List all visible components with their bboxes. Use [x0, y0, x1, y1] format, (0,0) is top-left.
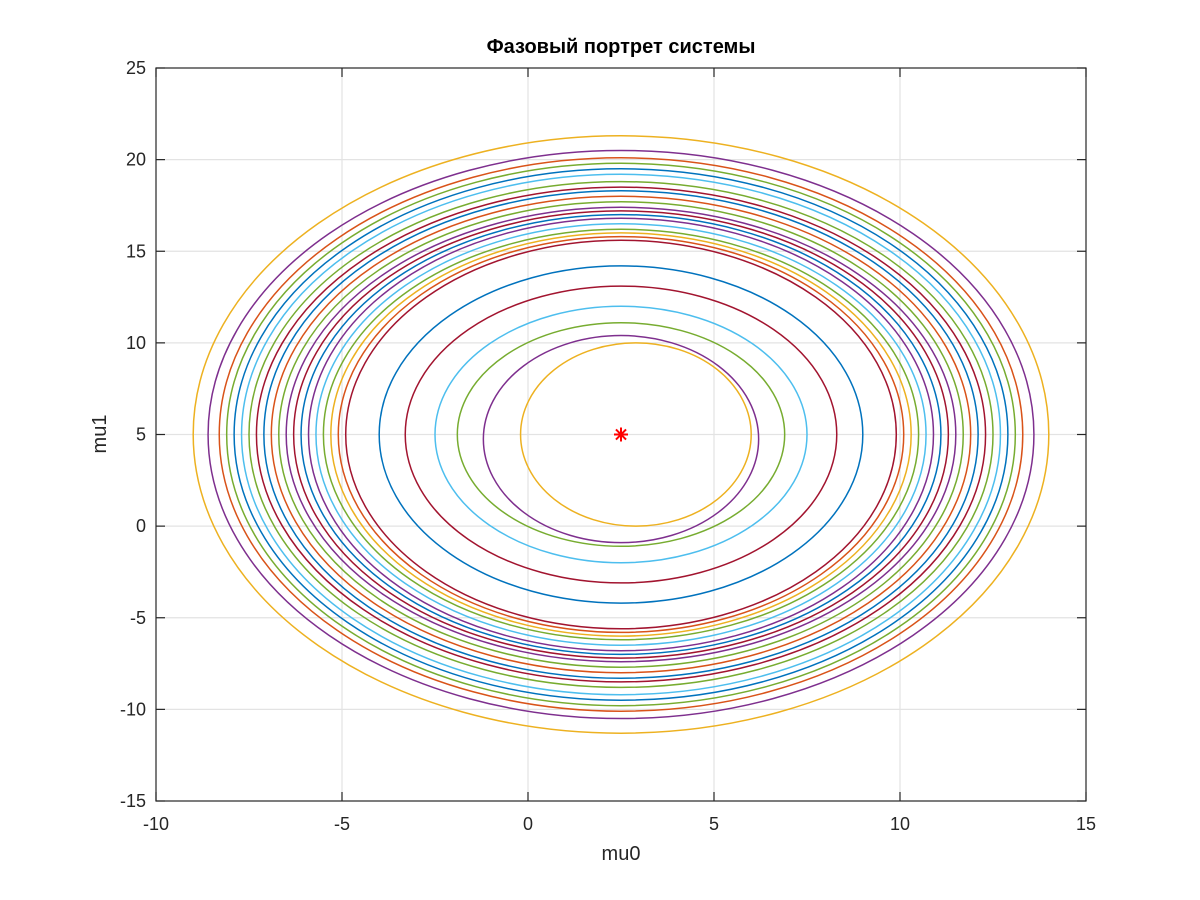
trajectory-orbit [240, 173, 1002, 696]
y-axis-label: mu1 [89, 415, 111, 454]
trajectory-orbit [233, 168, 1009, 701]
y-tick-label: -5 [130, 608, 146, 628]
trajectory-orbit [337, 235, 905, 634]
y-tick-label: -15 [120, 791, 146, 811]
trajectory-orbit [278, 201, 964, 668]
trajectory-orbit [207, 149, 1035, 720]
trajectory-orbit [225, 162, 1017, 707]
tick-marks [155, 67, 1087, 802]
y-tick-label: 10 [126, 333, 146, 353]
trajectory-orbit [292, 210, 950, 659]
trajectory-orbit [434, 305, 808, 564]
trajectory-orbit [263, 190, 979, 679]
trajectory-orbit [270, 195, 972, 674]
x-tick-label: -5 [334, 814, 350, 834]
equilibrium-point-marker [614, 427, 628, 442]
y-tick-label: 0 [136, 516, 146, 536]
trajectory-orbit [519, 342, 752, 527]
trajectory-orbit [248, 180, 994, 689]
trajectory-orbit [404, 285, 838, 584]
x-tick-label: 10 [890, 814, 910, 834]
trajectory-orbit [456, 321, 786, 548]
trajectory-orbit [322, 228, 920, 641]
x-axis-label: mu0 [602, 843, 641, 865]
x-tick-label: -10 [143, 814, 169, 834]
x-tick-labels: -10 -5 0 5 10 15 [143, 814, 1096, 834]
trajectory-orbit [344, 239, 898, 630]
trajectory-orbit [482, 334, 760, 544]
y-tick-label: -10 [120, 699, 146, 719]
y-tick-label: 20 [126, 150, 146, 170]
trajectory-orbit [218, 157, 1024, 712]
x-tick-label: 5 [709, 814, 719, 834]
trajectory-orbit [307, 217, 935, 652]
trajectory-orbit [330, 232, 912, 637]
trajectory-orbit [285, 206, 957, 663]
marker-stroke [615, 428, 627, 441]
y-tick-label: 25 [126, 58, 146, 78]
trajectory-orbit [300, 213, 942, 656]
trajectory-orbit [192, 135, 1050, 734]
y-tick-labels: -15 -10 -5 0 5 10 15 20 25 [120, 58, 146, 811]
trajectory-orbit [255, 186, 987, 683]
equilibrium-marker-group [614, 427, 628, 442]
y-tick-label: 5 [136, 425, 146, 445]
trajectory-orbit [315, 223, 927, 646]
x-tick-label: 15 [1076, 814, 1096, 834]
trajectories [192, 135, 1050, 734]
y-tick-label: 15 [126, 241, 146, 261]
chart-title: Фазовый портрет системы [487, 36, 756, 58]
trajectory-orbit [378, 265, 864, 604]
x-tick-label: 0 [523, 814, 533, 834]
